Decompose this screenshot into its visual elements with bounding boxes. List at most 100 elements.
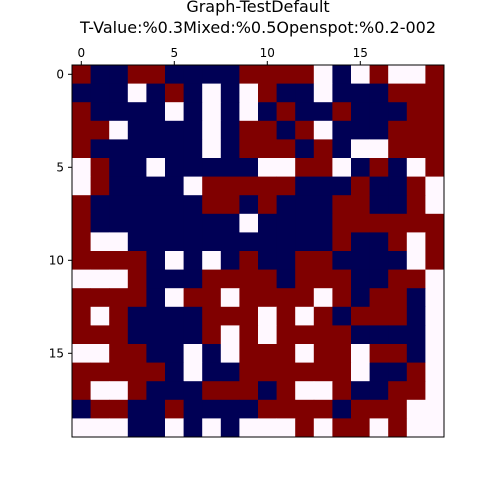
heatmap-cell-r2-c14 [332,102,352,122]
heatmap-cell-r13-c3 [127,306,147,326]
heatmap-cell-r1-c5 [165,83,184,103]
heatmap-cell-r12-c8 [220,288,240,308]
heatmap-cell-r11-c7 [202,269,222,289]
heatmap-cell-r10-c8 [220,251,240,270]
heatmap-cell-r3-c12 [295,120,315,140]
heatmap-cell-r2-c3 [127,102,147,122]
heatmap-cell-r17-c6 [183,381,203,401]
heatmap-cell-r12-c2 [109,288,129,308]
heatmap-cell-r3-c18 [406,120,426,140]
heatmap-cell-r12-c0 [72,288,91,308]
heatmap-cell-r1-c13 [313,83,333,103]
heatmap-cell-r1-c16 [369,83,389,103]
heatmap-cell-r14-c13 [313,325,333,345]
heatmap-cell-r11-c15 [351,269,370,289]
heatmap-cell-r1-c18 [406,83,426,103]
heatmap-cell-r13-c10 [258,306,277,326]
heatmap-cell-r3-c7 [202,120,222,140]
heatmap-cell-r17-c9 [239,381,259,401]
heatmap-cell-r2-c9 [239,102,259,122]
heatmap-cell-r0-c12 [295,65,315,84]
heatmap-cell-r4-c3 [127,139,147,159]
heatmap-cell-r16-c8 [220,362,240,382]
heatmap-cell-r14-c19 [425,325,445,345]
heatmap-cell-r18-c19 [425,399,445,419]
heatmap-cell-r12-c15 [351,288,370,308]
heatmap-cell-r9-c7 [202,232,222,252]
heatmap-cell-r5-c1 [90,158,110,177]
heatmap-cell-r16-c4 [146,362,166,382]
heatmap-cell-r0-c18 [406,65,426,84]
heatmap-cell-r0-c0 [72,65,91,84]
heatmap-cell-r4-c11 [276,139,296,159]
heatmap-cell-r17-c5 [165,381,184,401]
heatmap-cell-r1-c3 [127,83,147,103]
heatmap-cell-r6-c17 [388,176,408,196]
heatmap-cell-r1-c15 [351,83,370,103]
heatmap-cell-r4-c19 [425,139,445,159]
heatmap-cell-r17-c13 [313,381,333,401]
heatmap-cell-r8-c6 [183,213,203,233]
heatmap-cell-r0-c10 [258,65,277,84]
heatmap-cell-r18-c2 [109,399,129,419]
heatmap-cell-r6-c11 [276,176,296,196]
heatmap-cell-r5-c7 [202,158,222,177]
heatmap-cell-r11-c4 [146,269,166,289]
heatmap-cell-r6-c0 [72,176,91,196]
heatmap-cell-r4-c4 [146,139,166,159]
heatmap-cell-r0-c7 [202,65,222,84]
heatmap-cell-r12-c16 [369,288,389,308]
heatmap-cell-r1-c6 [183,83,203,103]
heatmap-cell-r9-c4 [146,232,166,252]
heatmap-cell-r19-c14 [332,418,352,438]
heatmap-cell-r2-c1 [90,102,110,122]
heatmap-cell-r3-c15 [351,120,370,140]
heatmap-cell-r19-c18 [406,418,426,438]
heatmap-cell-r16-c17 [388,362,408,382]
heatmap-cell-r18-c17 [388,399,408,419]
heatmap-cell-r10-c9 [239,251,259,270]
heatmap-cell-r13-c7 [202,306,222,326]
heatmap-cell-r13-c15 [351,306,370,326]
heatmap-cell-r1-c9 [239,83,259,103]
heatmap-cell-r4-c5 [165,139,184,159]
heatmap-cell-r11-c12 [295,269,315,289]
heatmap-cell-r7-c6 [183,195,203,215]
heatmap-cell-r6-c5 [165,176,184,196]
heatmap-cell-r12-c17 [388,288,408,308]
heatmap-cell-r19-c3 [127,418,147,438]
heatmap-cell-r5-c17 [388,158,408,177]
heatmap-cell-r2-c16 [369,102,389,122]
heatmap-cell-r3-c13 [313,120,333,140]
heatmap-cell-r16-c11 [276,362,296,382]
heatmap-cell-r0-c1 [90,65,110,84]
heatmap-cell-r13-c12 [295,306,315,326]
heatmap-cell-r0-c3 [127,65,147,84]
heatmap-cell-r19-c7 [202,418,222,438]
heatmap-cell-r10-c1 [90,251,110,270]
heatmap-cell-r4-c7 [202,139,222,159]
heatmap-cell-r10-c11 [276,251,296,270]
heatmap-cell-r11-c13 [313,269,333,289]
y-tick-label-0: 0 [56,67,64,81]
heatmap-cell-r3-c10 [258,120,277,140]
heatmap-cell-r0-c5 [165,65,184,84]
heatmap-cell-r0-c8 [220,65,240,84]
heatmap-cell-r10-c13 [313,251,333,270]
heatmap-cell-r0-c9 [239,65,259,84]
heatmap-cell-r13-c6 [183,306,203,326]
heatmap-cell-r2-c12 [295,102,315,122]
heatmap-cell-r13-c8 [220,306,240,326]
heatmap-cell-r17-c10 [258,381,277,401]
heatmap-cell-r16-c6 [183,362,203,382]
heatmap-cell-r16-c9 [239,362,259,382]
heatmap-cell-r19-c6 [183,418,203,438]
heatmap-cell-r11-c2 [109,269,129,289]
heatmap-cell-r17-c0 [72,381,91,401]
heatmap-cell-r4-c14 [332,139,352,159]
heatmap-cell-r11-c9 [239,269,259,289]
heatmap-cell-r17-c3 [127,381,147,401]
heatmap-cell-r11-c11 [276,269,296,289]
heatmap-cell-r11-c19 [425,269,445,289]
heatmap-cell-r4-c1 [90,139,110,159]
